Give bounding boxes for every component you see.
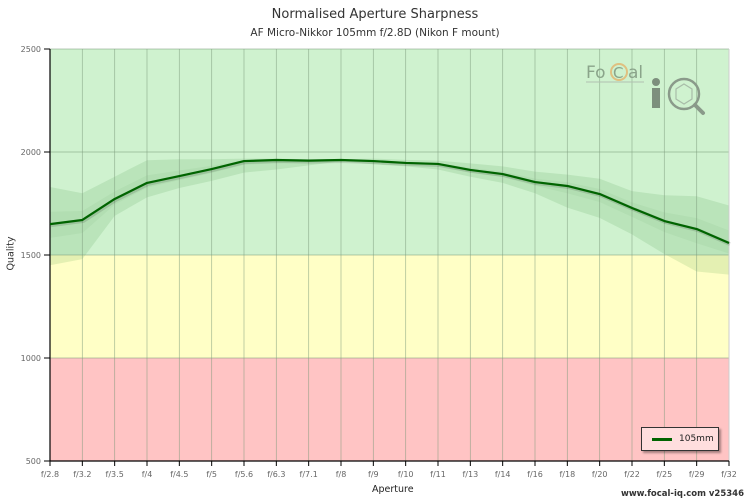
zone-poor: [50, 358, 729, 461]
x-tick-label: f/18: [559, 470, 575, 479]
x-tick-label: f/3.5: [106, 470, 124, 479]
x-tick-label: f/4: [142, 470, 153, 479]
x-tick-label: f/6.3: [267, 470, 285, 479]
variance-band: [50, 158, 729, 275]
x-tick-label: f/7.1: [300, 470, 318, 479]
x-tick-label: f/20: [592, 470, 608, 479]
x-axis-label: Aperture: [372, 484, 414, 495]
svg-text:Fo: Fo: [586, 63, 606, 83]
x-tick-label: f/11: [430, 470, 446, 479]
y-axis-label: Quality: [5, 236, 17, 271]
focal-iq-logo: Fo C al: [586, 58, 716, 118]
x-tick-label: f/32: [721, 470, 737, 479]
svg-text:al: al: [628, 63, 643, 83]
x-tick-label: f/16: [527, 470, 543, 479]
series-line-105mm: [49, 158, 730, 245]
x-tick-label: f/10: [398, 470, 414, 479]
x-tick-label: f/5.6: [235, 470, 253, 479]
y-tick-label: 1500: [21, 251, 41, 260]
x-tick-label: f/22: [624, 470, 640, 479]
x-tick-label: f/25: [656, 470, 672, 479]
y-tick-label: 2500: [21, 45, 41, 54]
footer-credit: www.focal-iq.com v25346: [620, 489, 744, 499]
x-tick-label: f/29: [689, 470, 705, 479]
x-tick-label: f/14: [495, 470, 511, 479]
x-tick-label: f/8: [336, 470, 347, 479]
x-tick-label: f/2.8: [41, 470, 59, 479]
legend-label: 105mm: [679, 434, 714, 444]
chart-subtitle: AF Micro-Nikkor 105mm f/2.8D (Nikon F mo…: [250, 27, 500, 39]
x-tick-label: f/9: [368, 470, 379, 479]
y-tick-label: 1000: [21, 354, 41, 363]
x-tick-label: f/13: [462, 470, 478, 479]
chart-title: Normalised Aperture Sharpness: [271, 7, 479, 22]
variance-band-inner: [50, 159, 729, 254]
legend: 105mm: [641, 427, 719, 451]
svg-text:C: C: [613, 64, 623, 82]
logo-graphic: Fo C al: [586, 63, 705, 115]
legend-swatch-105mm: [652, 437, 672, 441]
x-tick-label: f/3.2: [73, 470, 91, 479]
x-tick-label: f/5: [206, 470, 217, 479]
y-tick-label: 2000: [21, 148, 41, 157]
y-tick-label: 500: [26, 457, 41, 466]
zone-acceptable: [50, 255, 729, 358]
x-tick-label: f/4.5: [170, 470, 188, 479]
